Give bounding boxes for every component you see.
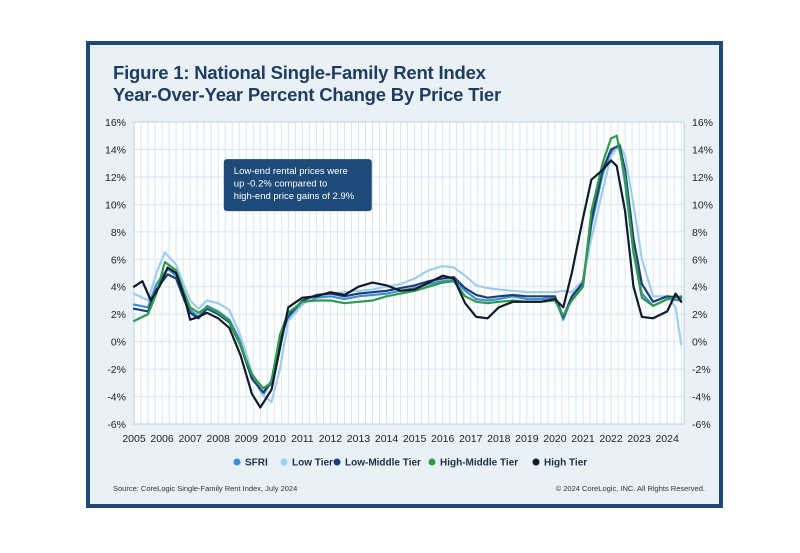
x-tick-label: 2015 [403, 433, 427, 445]
y-tick-label-left: -2% [107, 364, 126, 376]
x-tick-label: 2016 [431, 433, 455, 445]
y-tick-label-right: 8% [692, 227, 707, 239]
legend-label: SFRI [245, 458, 268, 469]
y-tick-label-left: 10% [105, 199, 126, 211]
x-tick-label: 2020 [543, 433, 567, 445]
annotation-text: Low-end rental prices were [234, 166, 348, 177]
x-tick-label: 2022 [599, 433, 623, 445]
chart-title-line-1: Figure 1: National Single-Family Rent In… [113, 62, 486, 83]
legend-marker [233, 458, 241, 466]
y-tick-label-left: 16% [105, 117, 126, 129]
x-tick-label: 2018 [487, 433, 511, 445]
x-tick-label: 2012 [319, 433, 343, 445]
x-tick-label: 2009 [235, 433, 259, 445]
x-tick-label: 2008 [207, 433, 231, 445]
legend-label: High Tier [544, 458, 587, 469]
y-tick-label-left: 4% [111, 282, 126, 294]
legend-marker [280, 458, 288, 466]
plot-border [133, 121, 685, 425]
y-tick-label-right: 10% [692, 199, 713, 211]
legend-marker [428, 458, 436, 466]
annotation-text: up -0.2% compared to [234, 179, 327, 190]
y-tick-label-right: 6% [692, 254, 707, 266]
x-tick-label: 2021 [571, 433, 595, 445]
series-line-low-tier [132, 142, 683, 404]
x-tick-label: 2007 [178, 433, 202, 445]
y-tick-label-right: 2% [692, 309, 707, 321]
x-tick-label: 2019 [515, 433, 539, 445]
x-tick-label: 2024 [655, 433, 679, 445]
chart-title: Figure 1: National Single-Family Rent In… [113, 62, 501, 106]
legend-label: High-Middle Tier [440, 458, 518, 469]
y-tick-label-left: 14% [105, 144, 126, 156]
y-tick-label-left: 8% [111, 227, 126, 239]
copyright-note: © 2024 CoreLogic, INC. All Rights Reserv… [555, 484, 705, 493]
source-note: Source: CoreLogic Single-Family Rent Ind… [113, 484, 298, 493]
x-tick-label: 2014 [375, 433, 399, 445]
x-tick-label: 2010 [263, 433, 287, 445]
legend-label: Low-Middle Tier [345, 458, 421, 469]
x-tick-label: 2023 [627, 433, 651, 445]
x-tick-label: 2013 [347, 433, 371, 445]
y-tick-label-left: -6% [107, 419, 126, 431]
y-tick-label-right: 14% [692, 144, 713, 156]
chart-title-line-2: Year-Over-Year Percent Change By Price T… [113, 84, 501, 105]
y-tick-label-left: 12% [105, 172, 126, 184]
legend-label: Low Tier [292, 458, 333, 469]
y-tick-label-right: 0% [692, 337, 707, 349]
legend-marker [333, 458, 341, 466]
annotation-text: high-end price gains of 2.9% [234, 191, 355, 202]
legend-marker [532, 458, 540, 466]
y-tick-label-right: 16% [692, 117, 713, 129]
y-tick-label-right: -6% [692, 419, 711, 431]
y-tick-label-left: 6% [111, 254, 126, 266]
x-tick-label: 2006 [150, 433, 174, 445]
y-tick-label-right: 4% [692, 282, 707, 294]
y-tick-label-right: 12% [692, 172, 713, 184]
y-tick-label-left: 2% [111, 309, 126, 321]
x-tick-label: 2011 [291, 433, 314, 445]
y-tick-label-left: -4% [107, 392, 126, 404]
annotation-box [223, 159, 372, 212]
y-tick-label-right: -2% [692, 364, 711, 376]
y-tick-label-left: 0% [111, 337, 126, 349]
y-tick-label-right: -4% [692, 392, 711, 404]
series-line-high-tier [132, 159, 683, 409]
series-line-low-middle-tier [132, 144, 683, 394]
x-tick-label: 2005 [122, 433, 146, 445]
x-tick-label: 2017 [459, 433, 483, 445]
